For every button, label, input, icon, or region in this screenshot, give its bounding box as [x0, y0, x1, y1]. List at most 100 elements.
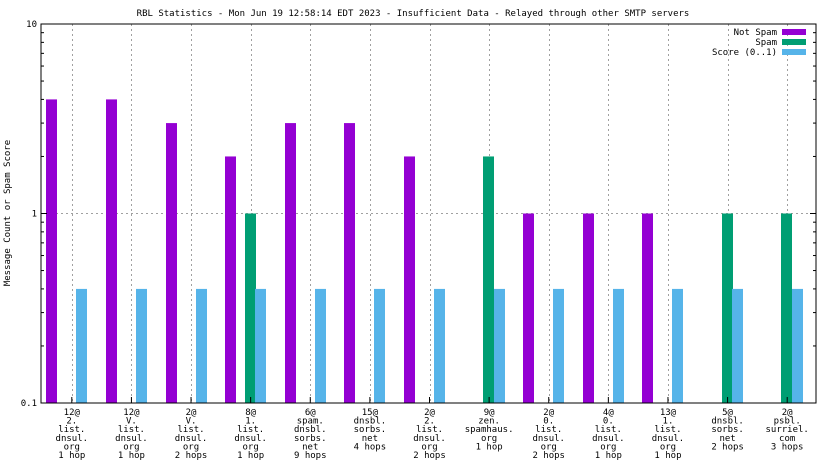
- y-ticks: 10 1 0.1: [21, 20, 816, 409]
- x-tick-label-line: psbl.: [774, 417, 801, 427]
- bar-not-spam: [46, 99, 57, 403]
- x-tick-label-line: 1 hop: [237, 451, 264, 461]
- x-tick-label-line: dnsul.: [56, 434, 89, 444]
- legend-swatch: [782, 39, 806, 45]
- x-tick-label-line: org: [183, 442, 199, 452]
- x-tick-label-line: list.: [177, 425, 204, 435]
- x-tick-label-line: org: [243, 442, 259, 452]
- x-tick-label-line: list.: [654, 425, 681, 435]
- x-tick-label-line: 4 hops: [354, 442, 387, 452]
- x-tick-label: 15@ dnsbl. sorbs. net 4 hops: [354, 408, 387, 452]
- x-tick-label-line: 12@: [123, 408, 140, 418]
- bar-score: [434, 288, 445, 403]
- x-tick-label-line: dnsul.: [234, 434, 267, 444]
- x-tick-label-line: 2.: [424, 417, 435, 427]
- x-tick-label-line: 12@: [64, 408, 81, 418]
- x-tick-label-line: dnsbl.: [294, 425, 327, 435]
- x-tick-label-line: 1 hop: [654, 451, 681, 461]
- x-tick-label-line: 9@: [484, 408, 495, 418]
- x-tick-label-line: 4@: [603, 408, 614, 418]
- x-tick-label-line: list.: [58, 425, 85, 435]
- x-tick-label-line: dnsbl.: [354, 417, 387, 427]
- x-tick-label-line: 1 hop: [476, 442, 503, 452]
- x-tick-label-line: org: [600, 442, 616, 452]
- x-tick-label-line: 2@: [782, 408, 793, 418]
- x-tick-label-line: sorbs.: [711, 425, 744, 435]
- bar-spam: [245, 213, 256, 403]
- x-tick-label: 2@ psbl. surriel. com 3 hops: [766, 408, 809, 452]
- x-tick-label-line: 2@: [424, 408, 435, 418]
- x-tick-label-line: 2@: [543, 408, 554, 418]
- x-tick-label-line: 8@: [245, 408, 256, 418]
- x-tick-label-line: 6@: [305, 408, 316, 418]
- x-tick-label-line: 2 hops: [711, 442, 744, 452]
- x-tick-label-line: zen.: [478, 417, 500, 427]
- x-tick-label-line: 0.: [543, 417, 554, 427]
- bar-not-spam: [583, 213, 594, 403]
- y-tick-label: 0.1: [21, 399, 37, 409]
- bar-not-spam: [642, 213, 653, 403]
- x-tick-label: 5@ dnsbl. sorbs. net 2 hops: [711, 408, 744, 452]
- x-tick-label-line: org: [541, 442, 557, 452]
- x-tick-label-line: net: [719, 434, 735, 444]
- x-tick-label-line: 13@: [660, 408, 677, 418]
- bar-not-spam: [523, 213, 534, 403]
- x-tick-label-line: 1.: [245, 417, 256, 427]
- x-tick-label-line: spam.: [297, 417, 324, 427]
- x-tick-label-line: V.: [186, 417, 197, 427]
- x-tick-label: 12@ 2. list. dnsul. org 1 hop: [56, 408, 89, 461]
- x-tick-label-line: 1 hop: [595, 451, 622, 461]
- x-tick-label-line: 15@: [362, 408, 379, 418]
- y-tick-label: 10: [26, 20, 37, 30]
- x-tick-label-line: 2 hops: [175, 451, 208, 461]
- x-tick-label-line: org: [660, 442, 676, 452]
- x-tick-label-line: spamhaus.: [465, 425, 514, 435]
- bar-score: [255, 288, 266, 403]
- x-tick-label-line: V.: [126, 417, 137, 427]
- bar-spam: [781, 213, 792, 403]
- x-tick-label-line: org: [421, 442, 437, 452]
- bar-not-spam: [285, 123, 296, 404]
- bar-not-spam: [166, 123, 177, 404]
- bar-score: [374, 288, 385, 403]
- x-tick-label-line: dnsul.: [532, 434, 565, 444]
- x-tick-label-line: 2@: [186, 408, 197, 418]
- x-tick-label: 12@ V. list. dnsul. org 1 hop: [115, 408, 148, 461]
- chart-title: RBL Statistics - Mon Jun 19 12:58:14 EDT…: [137, 9, 690, 19]
- x-tick-label-line: 2 hops: [413, 451, 446, 461]
- legend-label: Score (0..1): [712, 48, 777, 58]
- bars: [46, 99, 803, 404]
- x-tick-label-line: 0.: [603, 417, 614, 427]
- x-tick-label-line: com: [779, 434, 795, 444]
- bar-not-spam: [404, 156, 415, 403]
- bar-not-spam: [106, 99, 117, 403]
- x-tick-label-line: dnsul.: [652, 434, 685, 444]
- x-tick-label-line: list.: [237, 425, 264, 435]
- bar-score: [196, 288, 207, 403]
- x-tick-label-line: org: [123, 442, 139, 452]
- x-tick-label-line: sorbs.: [354, 425, 387, 435]
- y-axis-label: Message Count or Spam Score: [3, 140, 13, 286]
- x-tick-label-line: 5@: [722, 408, 733, 418]
- x-tick-label-line: org: [481, 434, 497, 444]
- legend-label: Not Spam: [734, 28, 777, 38]
- x-tick-label: 6@ spam. dnsbl. sorbs. net 9 hops: [294, 408, 327, 461]
- bar-spam: [483, 156, 494, 403]
- x-tick-label-line: 2 hops: [532, 451, 565, 461]
- bar-spam: [722, 213, 733, 403]
- y-tick-label: 1: [32, 210, 37, 220]
- bar-score: [672, 288, 683, 403]
- grid-lines: [41, 24, 816, 403]
- x-tick-label-line: list.: [118, 425, 145, 435]
- x-tick-label-line: sorbs.: [294, 434, 327, 444]
- x-tick-label-line: net: [302, 442, 318, 452]
- x-tick-label: 9@ zen. spamhaus. org 1 hop: [465, 408, 514, 452]
- x-tick-label-line: 1 hop: [58, 451, 85, 461]
- bar-score: [792, 288, 803, 403]
- x-tick-label-line: dnsul.: [413, 434, 446, 444]
- legend-swatch: [782, 29, 806, 35]
- x-tick-label-line: list.: [416, 425, 443, 435]
